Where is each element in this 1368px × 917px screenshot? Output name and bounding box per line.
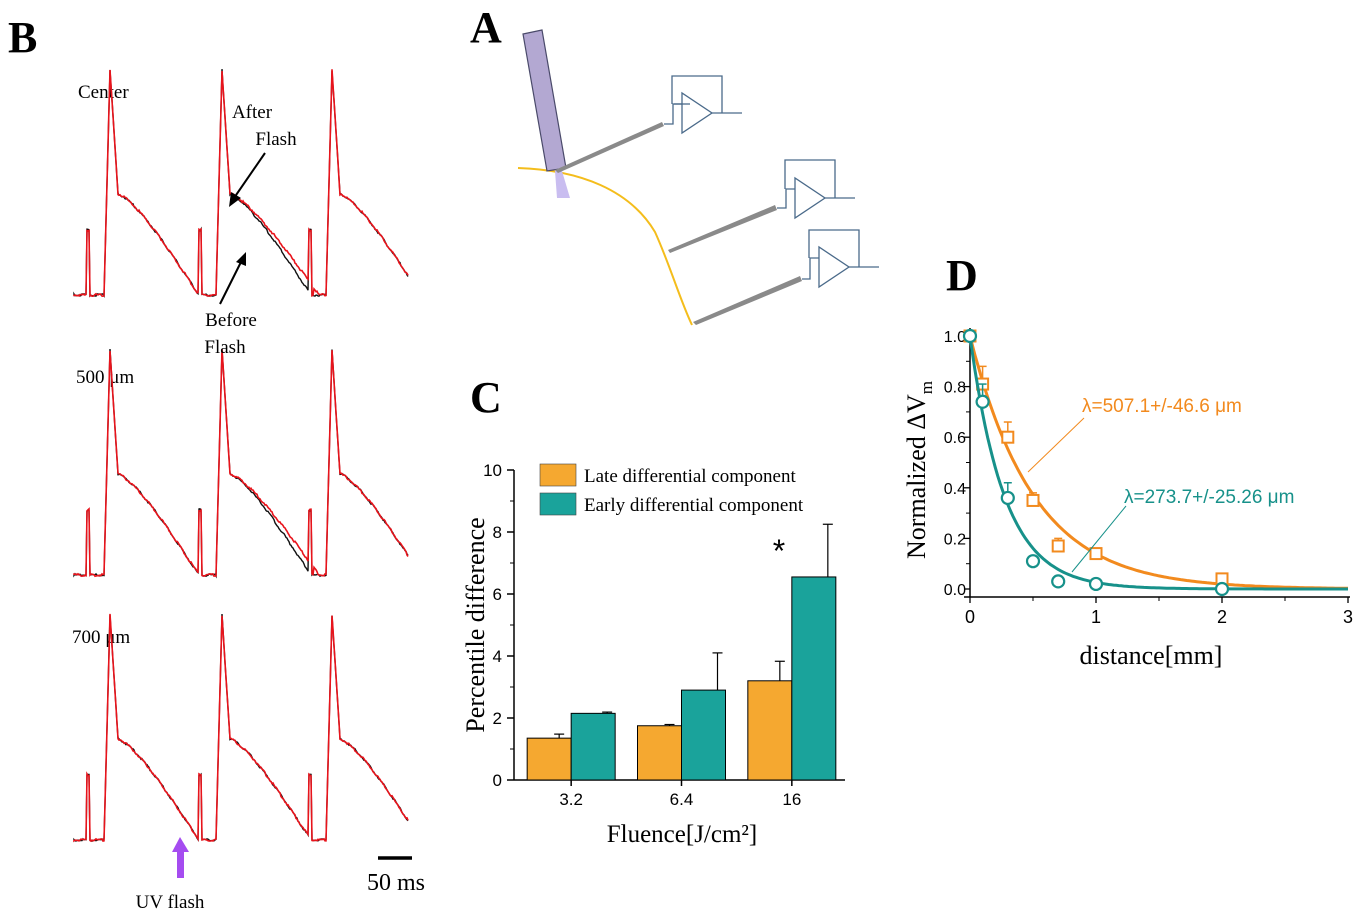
uv-light-guide <box>522 29 567 172</box>
panel-b: B Center 500 μm 700 μm After Flash Befor… <box>8 13 425 913</box>
uv-flash-label: UV flash <box>136 892 205 913</box>
scale-bar-label: 50 ms <box>367 870 425 896</box>
panel-b-letter: B <box>8 13 37 62</box>
bar-0-1 <box>637 725 682 781</box>
trace-label-700um: 700 μm <box>72 627 130 648</box>
tissue-strand <box>517 167 693 326</box>
bar-1-2 <box>791 576 837 781</box>
decay-chart-ylabel-sub: m <box>917 381 936 394</box>
bar-xtick-label: 3.2 <box>559 790 583 809</box>
bar-ytick-label: 0 <box>493 771 502 790</box>
electrode-1 <box>555 122 664 173</box>
after-flash-label-line2: Flash <box>255 129 297 150</box>
before-flash-label-line2: Flash <box>204 337 246 358</box>
bar-chart-xlabel: Fluence[J/cm²] <box>607 821 758 848</box>
before-flash-arrow <box>219 261 242 305</box>
panel-c-letter: C <box>470 373 502 422</box>
after-flash-arrowhead <box>229 192 241 207</box>
point-0-2 <box>1001 430 1015 444</box>
decay-chart: 0.0 0.2 0.4 0.6 0.8 1.0 0 1 2 3 λ=507.1+/-46.6 μm λ… <box>944 328 1353 627</box>
decay-ytick-label: 0.8 <box>944 380 966 397</box>
trace-2-after <box>73 613 409 843</box>
amplifier-2 <box>777 159 855 220</box>
point-1-0 <box>962 328 978 344</box>
before-flash-label-line1: Before <box>205 310 257 331</box>
bar-chart-ylabel: Percentile difference <box>461 517 490 732</box>
panel-a: A <box>470 3 879 326</box>
action-potential-traces <box>73 69 409 843</box>
bar-ytick-label: 2 <box>493 709 502 728</box>
point-1-2 <box>1000 490 1015 506</box>
decay-xtick-label: 1 <box>1091 607 1101 627</box>
panel-c: C Percentile difference 0 2 4 6 8 10 3.2 6.4 16 *… <box>461 373 845 848</box>
uv-light-beam <box>555 171 570 198</box>
fit-curve-0 <box>968 335 1348 590</box>
electrode-3 <box>693 276 802 325</box>
bar-chart-xlabel-text: Fluence[J/cm²] <box>607 821 758 848</box>
trace-0-after <box>73 69 409 298</box>
decay-ytick-label: 0.4 <box>944 481 966 498</box>
point-1-1 <box>975 394 990 409</box>
legend-label-1: Early differential component <box>584 495 804 516</box>
bar-ytick-label: 4 <box>493 647 502 666</box>
decay-chart-xlabel: distance[mm] <box>1080 641 1223 670</box>
point-0-3 <box>1026 493 1040 507</box>
uv-flash-arrow-shaft <box>177 850 184 878</box>
bar-1-1 <box>681 689 726 781</box>
bar-xtick-label: 16 <box>782 790 801 809</box>
bar-chart: 0 2 4 6 8 10 3.2 6.4 16 * Late differential compon… <box>483 461 845 809</box>
lambda-leader-1 <box>1071 505 1127 573</box>
significance-star: * <box>773 533 785 569</box>
after-flash-arrow <box>233 152 266 199</box>
decay-ytick-label: 0.0 <box>944 582 966 599</box>
trace-2-before <box>73 613 409 842</box>
decay-xtick-label: 3 <box>1343 607 1353 627</box>
bar-ytick-label: 10 <box>483 461 502 480</box>
lambda-label-1: λ=273.7+/-25.26 μm <box>1124 487 1294 508</box>
point-1-3 <box>1025 554 1041 569</box>
panel-d-letter: D <box>946 251 978 300</box>
trace-label-500um: 500 μm <box>76 367 134 388</box>
after-flash-label-line1: After <box>232 102 273 123</box>
decay-ytick-label: 0.2 <box>944 531 966 548</box>
lambda-label-0: λ=507.1+/-46.6 μm <box>1082 396 1242 417</box>
bar-ytick-label: 8 <box>493 523 502 542</box>
point-0-4 <box>1051 539 1065 553</box>
before-flash-arrowhead <box>236 252 246 266</box>
point-0-5 <box>1089 547 1103 561</box>
legend-label-0: Late differential component <box>584 466 796 487</box>
decay-ytick-label: 1.0 <box>944 329 966 346</box>
bar-0-0 <box>526 737 572 781</box>
bar-1-0 <box>570 712 616 781</box>
trace-label-center: Center <box>78 82 129 103</box>
point-1-6 <box>1214 581 1230 597</box>
decay-xtick-label: 2 <box>1217 607 1227 627</box>
decay-chart-ylabel-text: Normalized ΔV <box>902 394 931 559</box>
decay-ytick-label: 0.6 <box>944 430 966 447</box>
bar-0-2 <box>747 680 793 781</box>
decay-xtick-label: 0 <box>965 607 975 627</box>
point-1-4 <box>1051 574 1066 589</box>
bar-xtick-label: 6.4 <box>670 790 694 809</box>
lambda-leader-0 <box>1027 417 1085 473</box>
electrode-2 <box>668 205 777 253</box>
amplifier-3 <box>802 229 879 289</box>
uv-flash-arrow-head <box>172 837 189 852</box>
bar-ytick-label: 6 <box>493 585 502 604</box>
decay-chart-ylabel: Normalized ΔVm <box>902 381 936 559</box>
legend-swatch-1 <box>539 492 577 516</box>
fit-curve-1 <box>968 335 1348 591</box>
panel-d: D 0.0 0.2 0.4 0.6 0.8 1.0 0 1 2 3 λ=507.1+/-46.6 μ… <box>902 251 1353 670</box>
panel-a-letter: A <box>470 3 502 52</box>
legend-swatch-0 <box>539 463 577 487</box>
amplifier-1 <box>664 75 742 135</box>
trace-1-after <box>73 349 409 578</box>
point-1-5 <box>1088 576 1104 592</box>
